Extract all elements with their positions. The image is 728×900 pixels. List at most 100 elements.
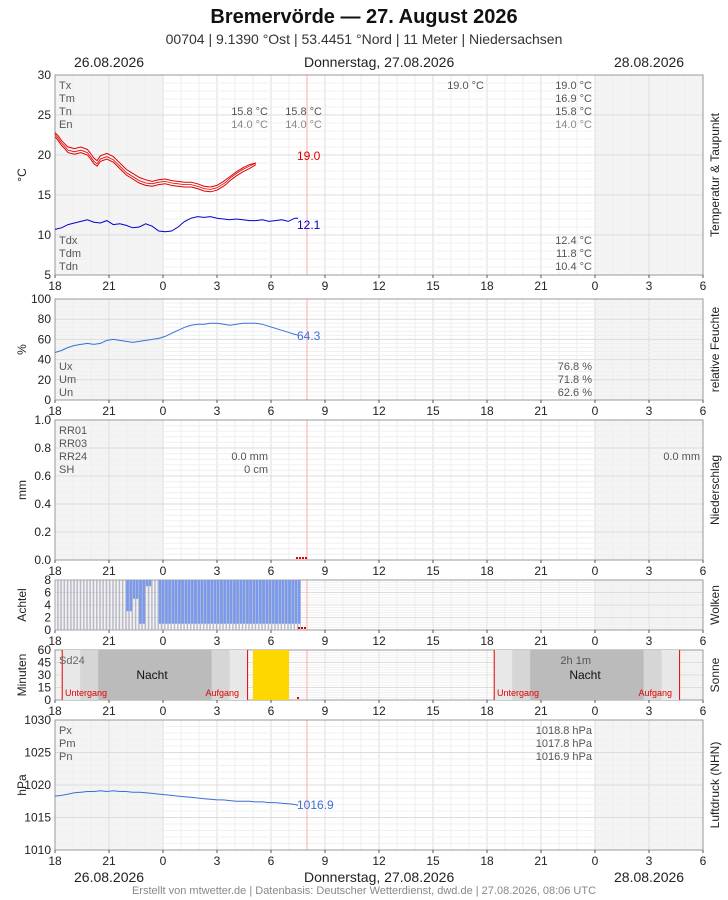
y-tick-label: 30 — [38, 68, 52, 82]
x-tick-label: 9 — [322, 854, 329, 868]
sunset-label: Untergang — [65, 688, 107, 698]
cloud-bar — [278, 580, 281, 624]
cloud-bar — [129, 580, 132, 612]
stat-Tdm: 11.8 °C — [556, 248, 592, 260]
x-tick-label: 9 — [322, 404, 329, 418]
precip-label: RR01 — [59, 425, 87, 437]
night-label: Nacht — [569, 668, 601, 682]
x-tick-label: 3 — [646, 404, 653, 418]
cloud-bar — [168, 580, 171, 624]
x-tick-label: 21 — [102, 634, 116, 648]
x-tick-label: 18 — [48, 854, 62, 868]
y-tick-label: 1010 — [24, 843, 51, 857]
y-tick-label: 1030 — [24, 713, 51, 727]
cloud-bar — [194, 580, 197, 624]
y-tick-label: 1.0 — [34, 413, 51, 427]
stat-label: En — [59, 119, 72, 131]
cloud-bar — [207, 580, 210, 624]
cloud-bar-frame — [74, 579, 78, 631]
stat-tn-left: 15.8 °C — [231, 106, 268, 118]
y-axis-label: °C — [15, 168, 29, 182]
y-axis-label: mm — [15, 480, 29, 500]
x-tick-label: 6 — [700, 854, 707, 868]
panel-title: Wolken — [708, 585, 722, 625]
x-tick-label: 15 — [426, 634, 440, 648]
y-tick-label: 0.8 — [34, 441, 51, 455]
cloud-bar — [191, 580, 194, 624]
stat-label: Tdx — [59, 235, 78, 247]
cloud-bar — [181, 580, 184, 624]
y-tick-label: 15 — [38, 681, 52, 695]
cloud-bar-frame — [116, 579, 120, 631]
precip-label: RR24 — [59, 451, 87, 463]
stat-Ux: 76.8 % — [558, 361, 592, 373]
y-tick-label: 0.2 — [34, 525, 51, 539]
x-tick-label: 3 — [214, 564, 221, 578]
stat-Tx: 19.0 °C — [555, 80, 592, 92]
x-tick-label: 6 — [700, 564, 707, 578]
x-tick-label: 0 — [592, 704, 599, 718]
cloud-bar — [223, 580, 226, 624]
y-axis-label: Achtel — [15, 588, 29, 621]
stat-label: Tx — [59, 80, 72, 92]
y-tick-label: 80 — [38, 312, 52, 326]
x-tick-label: 12 — [372, 564, 386, 578]
station-info: 00704 | 9.1390 °Ost | 53.4451 °Nord | 11… — [165, 31, 563, 47]
x-tick-label: 12 — [372, 854, 386, 868]
cloud-bar — [272, 580, 275, 624]
sunrise-label: Aufgang — [205, 688, 239, 698]
x-tick-label: 6 — [268, 404, 275, 418]
night-block — [98, 650, 212, 700]
stat-label: Um — [59, 374, 76, 386]
cloud-bar — [184, 580, 188, 624]
footer-credits: Erstellt von mtwetter.de | Datenbasis: D… — [131, 885, 597, 897]
x-tick-label: 21 — [534, 854, 548, 868]
cloud-bar-frame — [93, 579, 97, 631]
y-tick-label: 5 — [44, 268, 51, 282]
x-tick-label: 0 — [592, 564, 599, 578]
y-tick-label: 0 — [44, 623, 51, 637]
stat-Tdn: 10.4 °C — [555, 261, 592, 273]
y-tick-label: 0.4 — [34, 497, 51, 511]
x-tick-label: 15 — [426, 279, 440, 293]
y-tick-label: 0.6 — [34, 469, 51, 483]
x-tick-label: 18 — [48, 404, 62, 418]
precip-rr24: 0.0 mm — [231, 451, 268, 463]
chart-title: Bremervörde — 27. August 2026 — [210, 6, 518, 28]
x-tick-label: 15 — [426, 404, 440, 418]
x-tick-label: 12 — [372, 404, 386, 418]
x-tick-label: 18 — [480, 564, 494, 578]
cloud-bar — [145, 580, 149, 587]
precip-marker — [305, 557, 307, 559]
precip-label: RR03 — [59, 438, 87, 450]
y-tick-label: 60 — [38, 643, 52, 657]
sunrise-label: Aufgang — [638, 688, 672, 698]
cloud-bar — [281, 580, 285, 624]
cloud-marker — [298, 627, 300, 629]
x-tick-label: 15 — [426, 854, 440, 868]
cloud-bar — [142, 580, 145, 624]
date-center: Donnerstag, 27.08.2026 — [304, 54, 455, 70]
x-tick-label: 21 — [102, 404, 116, 418]
y-tick-label: 0.0 — [34, 553, 51, 567]
cloud-bar — [265, 580, 269, 624]
x-tick-label: 18 — [480, 634, 494, 648]
y-axis-label: Minuten — [15, 654, 29, 697]
cloud-bar — [187, 580, 191, 624]
cloud-bar — [249, 580, 252, 624]
date-row-bottom: 26.08.2026 Donnerstag, 27.08.2026 28.08.… — [0, 869, 728, 887]
x-tick-label: 21 — [534, 634, 548, 648]
stat-label: Tm — [59, 93, 75, 105]
cloud-bar — [220, 580, 223, 624]
x-tick-label: 0 — [592, 279, 599, 293]
y-tick-label: 1025 — [24, 746, 51, 760]
x-tick-label: 18 — [48, 634, 62, 648]
x-tick-label: 15 — [426, 704, 440, 718]
stat-label: Pn — [59, 751, 72, 763]
cloud-bar-frame — [109, 579, 113, 631]
date-right: 28.08.2026 — [614, 869, 685, 885]
cloud-bar — [229, 580, 233, 624]
cloud-bar-frame — [90, 579, 94, 631]
sd24-label: Sd24 — [59, 655, 85, 667]
